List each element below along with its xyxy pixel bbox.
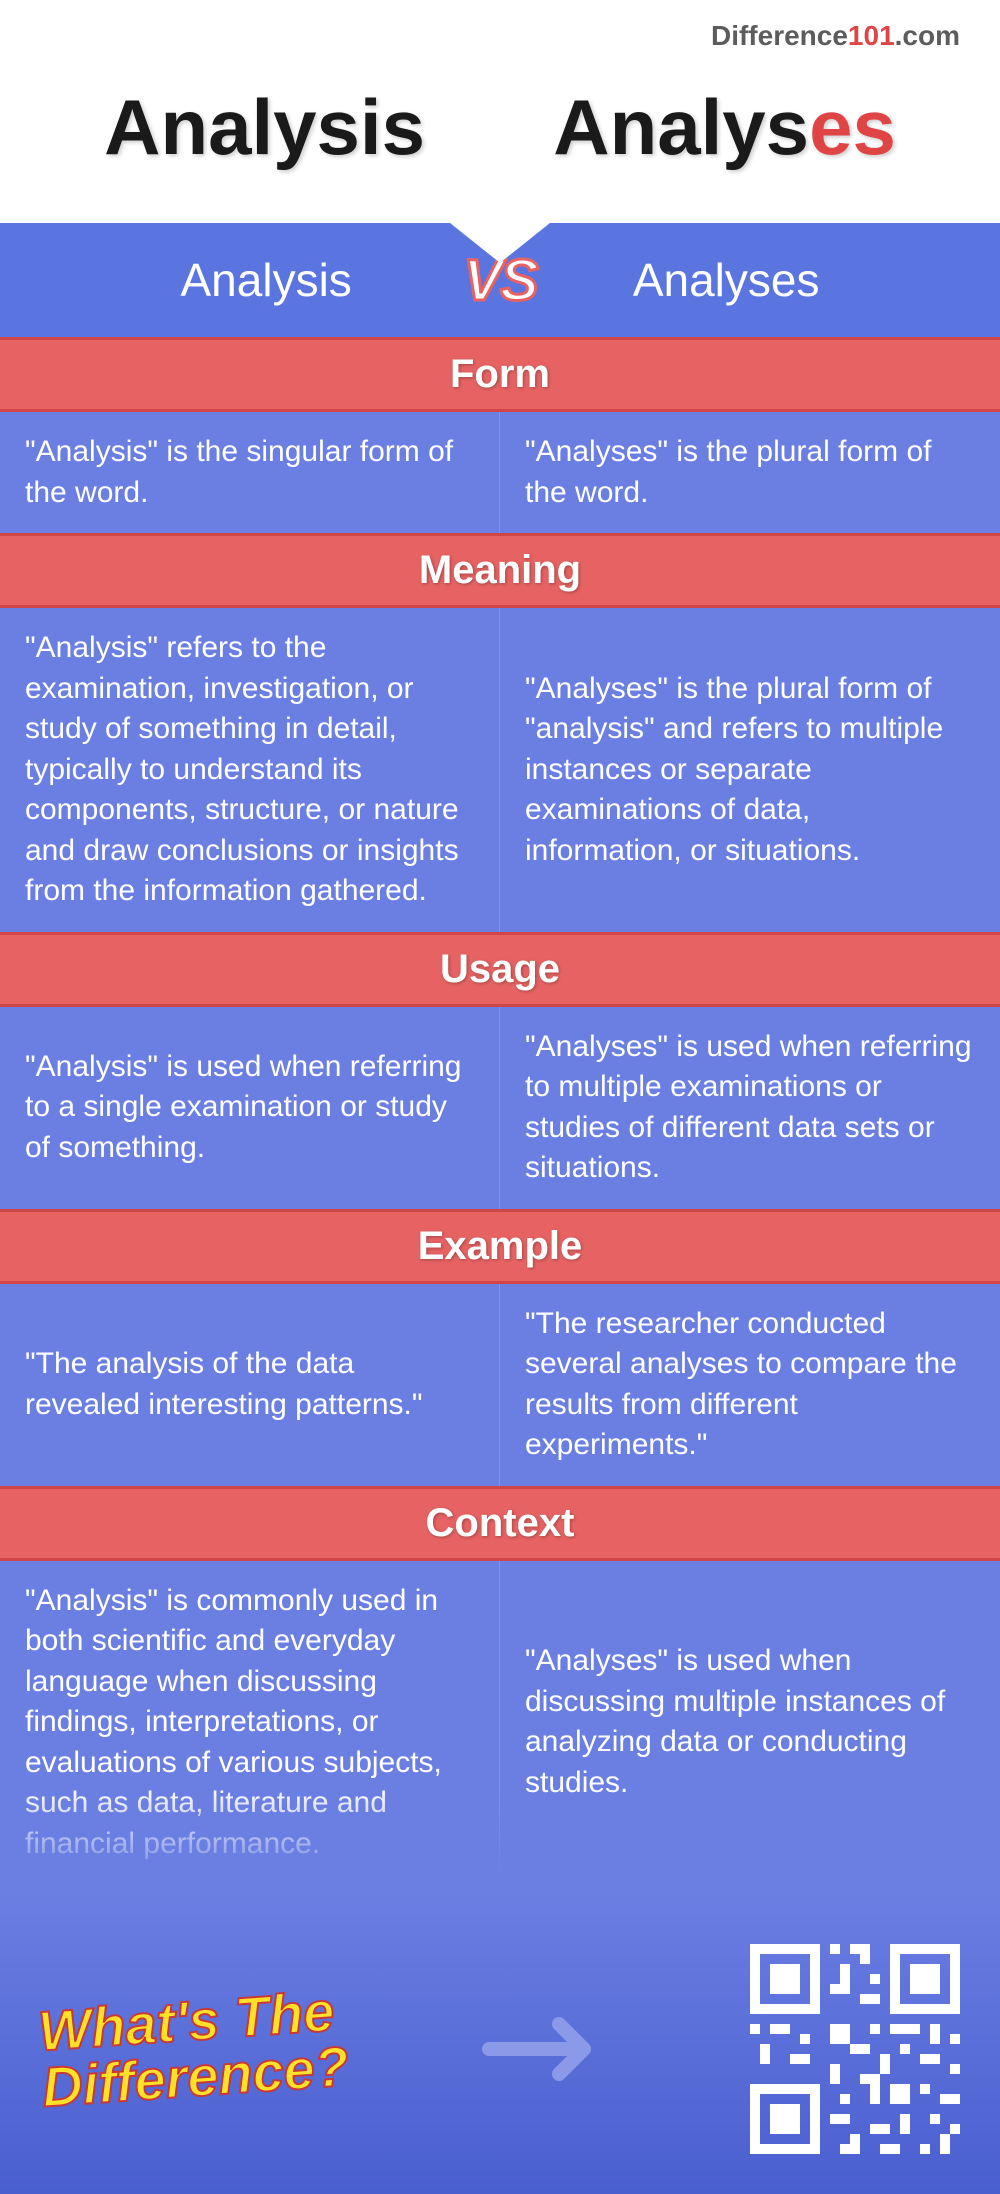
cell-usage-right: "Analyses" is used when referring to mul… bbox=[500, 1007, 1000, 1209]
banner-left: Analysis bbox=[181, 253, 352, 307]
site-accent: 101 bbox=[848, 20, 895, 51]
site-suffix: .com bbox=[895, 20, 960, 51]
section-header-usage: Usage bbox=[0, 932, 1000, 1007]
title-left: Analysis bbox=[104, 82, 425, 173]
cell-meaning-right: "Analyses" is the plural form of "analys… bbox=[500, 608, 1000, 932]
title-right-accent: es bbox=[809, 83, 896, 171]
cell-example-right: "The researcher conducted several analys… bbox=[500, 1284, 1000, 1486]
row-example: "The analysis of the data revealed inter… bbox=[0, 1284, 1000, 1486]
row-form: "Analysis" is the singular form of the w… bbox=[0, 412, 1000, 533]
arrow-icon bbox=[479, 1999, 619, 2099]
footer: What's The Difference? bbox=[0, 1884, 1000, 2194]
site-logo: Difference101.com bbox=[40, 20, 960, 52]
vs-banner: Analysis VS Analyses bbox=[0, 223, 1000, 337]
title-right: Analyses bbox=[553, 82, 896, 173]
site-prefix: Difference bbox=[711, 20, 848, 51]
comparison-table: Form "Analysis" is the singular form of … bbox=[0, 337, 1000, 1884]
cell-context-left: "Analysis" is commonly used in both scie… bbox=[0, 1561, 500, 1885]
cell-form-right: "Analyses" is the plural form of the wor… bbox=[500, 412, 1000, 533]
banner-row: Analysis VS Analyses bbox=[40, 253, 960, 307]
row-context: "Analysis" is commonly used in both scie… bbox=[0, 1561, 1000, 1885]
section-header-context: Context bbox=[0, 1486, 1000, 1561]
footer-text: What's The Difference? bbox=[36, 1982, 350, 2115]
section-header-form: Form bbox=[0, 337, 1000, 412]
qr-code[interactable] bbox=[750, 1944, 960, 2154]
cell-usage-left: "Analysis" is used when referring to a s… bbox=[0, 1007, 500, 1209]
row-usage: "Analysis" is used when referring to a s… bbox=[0, 1007, 1000, 1209]
section-header-example: Example bbox=[0, 1209, 1000, 1284]
vs-label: VS bbox=[463, 247, 536, 314]
cell-example-left: "The analysis of the data revealed inter… bbox=[0, 1284, 500, 1486]
row-meaning: "Analysis" refers to the examination, in… bbox=[0, 608, 1000, 932]
section-header-meaning: Meaning bbox=[0, 533, 1000, 608]
cell-meaning-left: "Analysis" refers to the examination, in… bbox=[0, 608, 500, 932]
title-row: Analysis Analyses bbox=[40, 82, 960, 173]
header: Difference101.com Analysis Analyses bbox=[0, 0, 1000, 223]
cell-form-left: "Analysis" is the singular form of the w… bbox=[0, 412, 500, 533]
banner-right: Analyses bbox=[633, 253, 820, 307]
title-right-prefix: Analys bbox=[553, 83, 809, 171]
cell-context-right: "Analyses" is used when discussing multi… bbox=[500, 1561, 1000, 1885]
